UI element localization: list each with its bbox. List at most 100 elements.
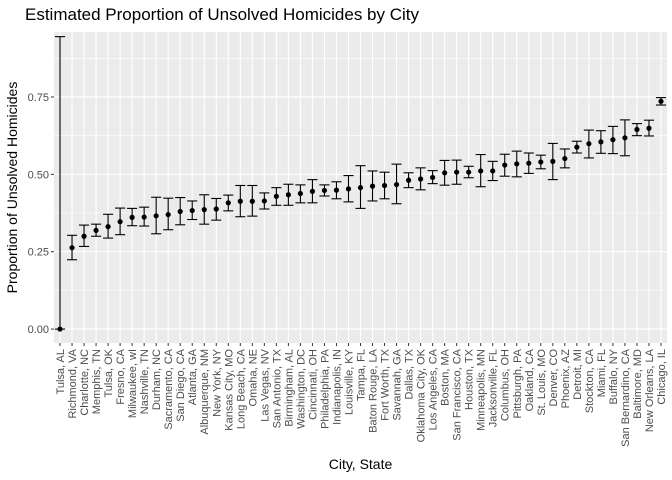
x-tick-label: Denver, CO bbox=[548, 349, 560, 407]
estimate-point bbox=[201, 207, 207, 213]
estimate-point bbox=[309, 188, 316, 194]
estimate-point bbox=[333, 187, 340, 193]
x-tick-label: Long Beach, CA bbox=[235, 348, 247, 429]
x-tick-label: Phoenix, AZ bbox=[560, 349, 572, 409]
estimate-point bbox=[117, 219, 123, 225]
x-tick-label: Buffalo, NY bbox=[608, 348, 620, 404]
estimate-point bbox=[237, 198, 243, 204]
estimate-point bbox=[381, 182, 388, 189]
y-tick-label: 0.00 bbox=[28, 324, 49, 336]
estimate-point bbox=[598, 139, 604, 145]
y-tick-label: 0.50 bbox=[28, 169, 49, 181]
estimate-point bbox=[357, 185, 364, 191]
x-tick-label: Pittsburgh, PA bbox=[512, 348, 524, 418]
x-tick-label: Fresno, CA bbox=[115, 348, 127, 404]
estimate-point bbox=[405, 177, 412, 183]
y-axis-title: Proportion of Unsolved Homicides bbox=[4, 82, 20, 294]
estimate-point bbox=[213, 206, 219, 212]
estimate-points bbox=[57, 98, 664, 332]
y-tick-label: 0.25 bbox=[28, 247, 49, 259]
estimate-point bbox=[345, 186, 352, 192]
estimate-point bbox=[514, 161, 520, 167]
x-tick-label: Indianapolis, IN bbox=[331, 349, 343, 425]
x-tick-label: Albuquerque, NM bbox=[199, 349, 211, 435]
estimate-point bbox=[321, 187, 328, 194]
estimate-point bbox=[81, 233, 87, 239]
estimate-point bbox=[369, 183, 376, 189]
x-tick-label: Birmingham, AL bbox=[283, 349, 295, 427]
x-tick-label: Atlanta, GA bbox=[187, 348, 199, 405]
estimate-point bbox=[177, 208, 183, 215]
estimate-point bbox=[478, 168, 484, 174]
x-tick-label: San Diego, CA bbox=[175, 348, 187, 421]
x-tick-label: Las Vegas, NV bbox=[259, 348, 271, 421]
x-tick-label: Baltimore, MD bbox=[632, 349, 644, 419]
estimate-point bbox=[273, 193, 279, 199]
estimate-point bbox=[165, 211, 171, 218]
x-tick-label: Richmond, VA bbox=[67, 348, 79, 418]
estimate-point bbox=[574, 144, 580, 150]
x-tick-label: New York, NY bbox=[211, 348, 223, 417]
x-tick-label: New Orleans, LA bbox=[644, 348, 656, 432]
x-tick-label: Columbus, OH bbox=[500, 349, 512, 421]
estimate-point bbox=[634, 126, 640, 133]
estimate-point bbox=[297, 190, 304, 197]
estimate-point bbox=[502, 162, 508, 168]
x-tick-label: Kansas City, MO bbox=[223, 349, 235, 431]
x-tick-label: Stockton, CA bbox=[584, 348, 596, 413]
x-tick-label: Cincinnati, OH bbox=[307, 349, 319, 420]
estimate-point bbox=[93, 227, 99, 233]
estimate-point bbox=[249, 198, 255, 204]
estimate-point bbox=[550, 158, 556, 164]
x-tick-label: Nashville, TN bbox=[139, 349, 151, 414]
x-tick-label: San Antonio, TX bbox=[271, 348, 283, 428]
estimate-point bbox=[526, 160, 532, 166]
x-tick-label: Los Angeles, CA bbox=[428, 348, 440, 430]
estimate-point bbox=[153, 213, 159, 219]
x-tick-label: Fort Worth, TX bbox=[380, 348, 392, 420]
x-tick-label: Minneapolis, MN bbox=[476, 349, 488, 431]
estimate-point bbox=[417, 176, 424, 182]
x-tick-label: St. Louis, MO bbox=[536, 349, 548, 416]
estimate-point bbox=[189, 207, 195, 214]
estimate-point bbox=[442, 170, 448, 176]
x-axis-ticks: Tulsa, AL Richmond, VA Charlotte, NC Memphi… bbox=[55, 343, 668, 447]
estimate-point bbox=[69, 245, 75, 251]
x-tick-label: San Francisco, CA bbox=[452, 348, 464, 440]
x-tick-label: Tampa, FL bbox=[356, 349, 368, 401]
x-tick-label: Louisville, KY bbox=[343, 348, 355, 415]
x-tick-label: Memphis, TN bbox=[91, 349, 103, 414]
x-tick-label: Washington, DC bbox=[295, 349, 307, 429]
x-tick-label: Boston, MA bbox=[440, 348, 452, 406]
x-tick-label: Durham, NC bbox=[151, 349, 163, 410]
estimate-point bbox=[141, 214, 147, 220]
estimate-point bbox=[658, 98, 664, 104]
estimate-point bbox=[466, 169, 472, 175]
estimate-point bbox=[586, 141, 592, 147]
estimate-point bbox=[285, 192, 291, 198]
x-axis-title: City, State bbox=[329, 456, 393, 472]
x-tick-label: Philadelphia, PA bbox=[319, 348, 331, 429]
y-tick-label: 0.75 bbox=[28, 92, 49, 104]
estimate-point bbox=[562, 155, 568, 162]
x-tick-label: Jacksonville, FL bbox=[488, 349, 500, 427]
x-tick-label: Tulsa, AL bbox=[55, 349, 67, 394]
x-tick-label: Chicago, IL bbox=[656, 349, 668, 405]
chart-title: Estimated Proportion of Unsolved Homicid… bbox=[25, 5, 419, 24]
x-tick-label: Tulsa, OK bbox=[103, 348, 115, 397]
estimate-point bbox=[622, 135, 628, 141]
x-tick-label: Milwaukee, wI bbox=[127, 349, 139, 418]
estimate-point bbox=[430, 174, 436, 181]
y-axis-ticks: 0.00 0.25 0.50 0.75 bbox=[28, 92, 54, 336]
estimate-point bbox=[646, 125, 652, 131]
x-tick-label: Oklahoma City, OK bbox=[416, 348, 428, 442]
x-tick-label: Dallas, TX bbox=[404, 348, 416, 399]
estimate-point bbox=[610, 137, 616, 143]
x-tick-label: Houston, TX bbox=[464, 348, 476, 410]
x-tick-label: Detroit, MI bbox=[572, 349, 584, 400]
x-tick-label: Charlotte, NC bbox=[79, 349, 91, 416]
x-tick-label: Oakland, CA bbox=[524, 348, 536, 411]
estimate-point bbox=[490, 168, 496, 174]
x-tick-label: Baton Rouge, LA bbox=[368, 348, 380, 432]
